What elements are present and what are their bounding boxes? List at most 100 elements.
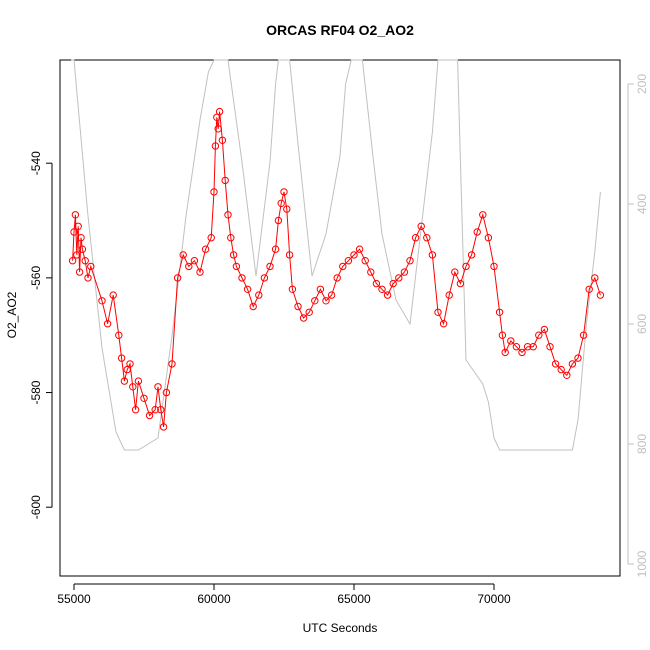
y2-tick-label: 400	[635, 194, 649, 214]
data-point	[159, 423, 168, 431]
data-point	[484, 234, 493, 242]
data-point	[280, 188, 288, 196]
data-point	[117, 354, 126, 362]
data-point	[115, 331, 123, 339]
data-point	[498, 331, 507, 339]
data-point	[294, 302, 302, 311]
y-tick-label: -560	[29, 266, 43, 290]
data-point	[316, 285, 325, 293]
data-point	[271, 245, 280, 253]
data-point	[201, 245, 210, 253]
data-point	[283, 205, 291, 213]
data-point	[540, 325, 549, 334]
data-point	[378, 285, 386, 293]
data-point	[151, 406, 159, 414]
data-point	[417, 222, 425, 231]
data-point	[423, 234, 431, 242]
x-axis-label: UTC Seconds	[303, 621, 378, 635]
data-point	[456, 279, 465, 288]
data-point	[355, 245, 364, 253]
data-point	[126, 360, 134, 368]
data-point	[285, 251, 294, 259]
data-point	[238, 274, 246, 282]
data-point	[383, 291, 392, 299]
data-point	[274, 216, 283, 225]
data-point	[288, 285, 297, 293]
data-point	[207, 234, 215, 242]
data-point	[224, 211, 232, 219]
data-point	[495, 308, 504, 316]
y-axis-label: O2_AO2	[5, 291, 19, 338]
data-point	[579, 331, 588, 339]
data-point	[260, 274, 269, 282]
data-point	[490, 262, 498, 271]
data-point	[215, 107, 224, 116]
data-point	[232, 262, 241, 271]
data-point	[277, 199, 285, 208]
x-tick-label: 60000	[197, 592, 231, 606]
data-point	[367, 268, 375, 276]
plot-frame	[59, 59, 621, 577]
data-point	[73, 251, 81, 259]
data-point	[400, 268, 409, 276]
data-point	[77, 234, 85, 242]
data-point	[185, 262, 193, 271]
data-point	[211, 142, 220, 150]
x-tick-label: 55000	[57, 592, 91, 606]
data-point	[179, 251, 187, 259]
data-point	[322, 297, 330, 305]
chart-title: ORCAS RF04 O2_AO2	[266, 22, 414, 38]
data-point	[523, 343, 532, 351]
data-point	[243, 285, 252, 293]
data-point	[103, 320, 112, 328]
y-tick-label: -600	[29, 495, 43, 519]
secondary-series	[71, 59, 601, 451]
data-point	[221, 176, 229, 185]
data-point	[411, 234, 420, 242]
data-point	[129, 383, 137, 391]
data-point	[266, 262, 274, 271]
data-point	[350, 251, 358, 259]
data-point	[78, 245, 87, 253]
data-point	[439, 320, 448, 328]
data-point	[507, 337, 515, 345]
data-point	[344, 257, 353, 265]
data-point	[145, 411, 154, 420]
data-point	[74, 222, 82, 231]
data-point	[87, 262, 95, 271]
x-tick-label: 65000	[337, 592, 371, 606]
data-point	[512, 343, 521, 351]
data-point	[71, 211, 80, 219]
data-point	[157, 406, 165, 414]
secondary-series-line	[71, 59, 601, 451]
data-point	[535, 331, 543, 339]
data-point	[140, 394, 148, 402]
data-point	[529, 343, 537, 351]
data-point	[372, 279, 381, 288]
data-point	[546, 343, 554, 351]
data-point	[98, 297, 106, 305]
data-point	[255, 291, 263, 299]
data-point	[339, 262, 347, 271]
data-point	[428, 251, 437, 259]
y2-tick-label: 200	[635, 74, 649, 94]
data-point	[479, 211, 487, 219]
x-tick-label: 70000	[477, 592, 511, 606]
data-point	[596, 291, 605, 299]
data-point	[214, 125, 222, 133]
data-point	[361, 257, 369, 265]
y2-tick-label: 800	[635, 434, 649, 454]
data-point	[473, 228, 481, 236]
data-point	[75, 268, 84, 276]
y-tick-label: -580	[29, 380, 43, 404]
data-point	[501, 348, 509, 357]
data-point	[467, 251, 476, 259]
data-point	[162, 388, 171, 397]
data-point	[311, 297, 319, 305]
data-series	[68, 107, 605, 431]
data-point	[68, 257, 77, 265]
y-axis: -540 -560 -580 -600	[29, 151, 53, 519]
data-point	[190, 257, 199, 265]
data-point	[389, 279, 397, 288]
